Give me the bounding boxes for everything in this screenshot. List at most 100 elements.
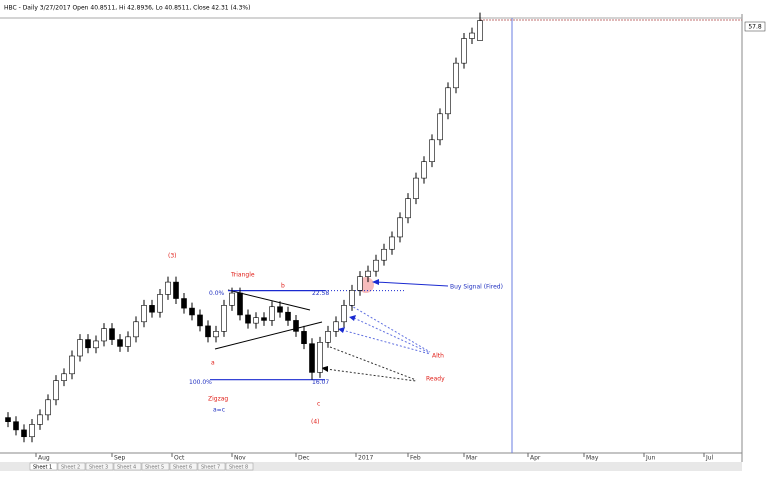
x-tick-label: Oct <box>174 455 185 462</box>
annotation: b <box>281 283 285 290</box>
annotation: (4) <box>311 419 320 426</box>
candle-body <box>309 343 315 373</box>
annotation: Buy Signal (Fired) <box>450 284 503 291</box>
candle-body <box>341 305 347 323</box>
sheet-tab[interactable] <box>225 462 254 471</box>
price-box <box>744 21 766 32</box>
candle-body <box>165 281 171 295</box>
candle-body <box>61 373 67 381</box>
candle-body <box>453 62 459 89</box>
annotation: a <box>211 360 215 367</box>
x-tick-label: Aug <box>38 455 50 462</box>
annotation: (3) <box>168 253 177 260</box>
candle-body <box>437 113 443 141</box>
candle-body <box>197 314 203 327</box>
arrow-line <box>329 346 417 381</box>
candle-body <box>269 306 275 321</box>
sheet-tab-label[interactable]: Sheet 1 <box>33 465 52 471</box>
arrow-head <box>349 315 356 321</box>
candle-body <box>5 417 11 422</box>
annotation: Zigzag <box>208 396 228 403</box>
annotation: Alth <box>432 353 444 360</box>
sheet-bar <box>0 462 742 471</box>
sheet-tab[interactable] <box>57 462 86 471</box>
annotation: Triangle <box>230 272 255 279</box>
sheet-tab[interactable] <box>141 462 170 471</box>
sheet-tab[interactable] <box>29 462 58 471</box>
candle-body <box>285 311 291 321</box>
candle-body <box>133 321 139 338</box>
x-tick-label: 2017 <box>358 455 373 462</box>
arrow-line <box>353 317 431 354</box>
sheet-tab[interactable] <box>169 462 198 471</box>
sheet-tab[interactable] <box>113 462 142 471</box>
x-tick-label: May <box>586 455 599 462</box>
x-tick-label: Apr <box>530 455 541 462</box>
arrow-head <box>338 327 345 333</box>
annotation: c <box>317 401 320 408</box>
candle-body <box>445 87 451 115</box>
candle-body <box>229 292 235 306</box>
x-tick-label: Feb <box>410 455 421 462</box>
candle-body <box>429 139 435 162</box>
sheet-tab-label[interactable]: Sheet 2 <box>61 465 80 471</box>
candle-body <box>477 20 483 41</box>
candle-body <box>253 317 259 324</box>
candle-body <box>317 342 323 373</box>
candle-body <box>301 331 307 344</box>
candle-body <box>205 325 211 338</box>
candle-body <box>325 331 331 343</box>
arrow-line <box>325 368 417 382</box>
candle-body <box>157 294 163 313</box>
candle-body <box>29 424 35 438</box>
sheet-tab-label[interactable]: Sheet 4 <box>117 465 136 471</box>
sheet-tab-label[interactable]: Sheet 3 <box>89 465 108 471</box>
candle-body <box>221 305 227 332</box>
sheet-tab-label[interactable]: Sheet 5 <box>145 465 164 471</box>
x-tick-label: Jun <box>645 455 656 462</box>
x-tick-label: Sep <box>114 455 126 462</box>
candle-body <box>181 298 187 309</box>
x-tick-label: Jul <box>705 455 714 462</box>
candle-body <box>85 339 91 349</box>
candle-body <box>405 198 411 219</box>
candle-body <box>37 414 43 425</box>
arrow-line <box>349 304 431 353</box>
candle-body <box>189 307 195 316</box>
annotation: a=c <box>213 407 225 414</box>
candle-body <box>277 306 283 313</box>
candle-body <box>125 336 131 347</box>
candle-body <box>381 248 387 261</box>
candle-body <box>117 339 123 347</box>
candle-body <box>461 38 467 64</box>
candle-body <box>173 281 179 299</box>
x-tick-label: Dec <box>298 455 310 462</box>
sheet-tab-label[interactable]: Sheet 6 <box>173 465 192 471</box>
candle-body <box>365 270 371 277</box>
candle-body <box>53 380 59 401</box>
sheet-tab[interactable] <box>85 462 114 471</box>
price-label: 57.8 <box>748 24 762 31</box>
candle-body <box>349 290 355 306</box>
candle-body <box>469 32 475 39</box>
candle-body <box>373 259 379 272</box>
candle-body <box>245 314 251 324</box>
candle-body <box>333 321 339 332</box>
candle-body <box>413 177 419 199</box>
fib-value: 22.58 <box>312 290 329 297</box>
candle-body <box>45 399 51 416</box>
candle-body <box>109 328 115 340</box>
sheet-tab[interactable] <box>197 462 226 471</box>
candle-body <box>213 331 219 338</box>
candle-body <box>69 355 75 375</box>
candle-body <box>101 328 107 342</box>
sheet-tab-label[interactable]: Sheet 8 <box>229 465 248 471</box>
candle-body <box>261 317 267 321</box>
candle-body <box>397 217 403 238</box>
candle-body <box>13 421 19 431</box>
chart-title: HBC - Daily 3/27/2017 Open 40.8511, Hi 4… <box>4 5 250 12</box>
candle-body <box>77 339 83 357</box>
candle-body <box>149 305 155 313</box>
sheet-tab-label[interactable]: Sheet 7 <box>201 465 220 471</box>
